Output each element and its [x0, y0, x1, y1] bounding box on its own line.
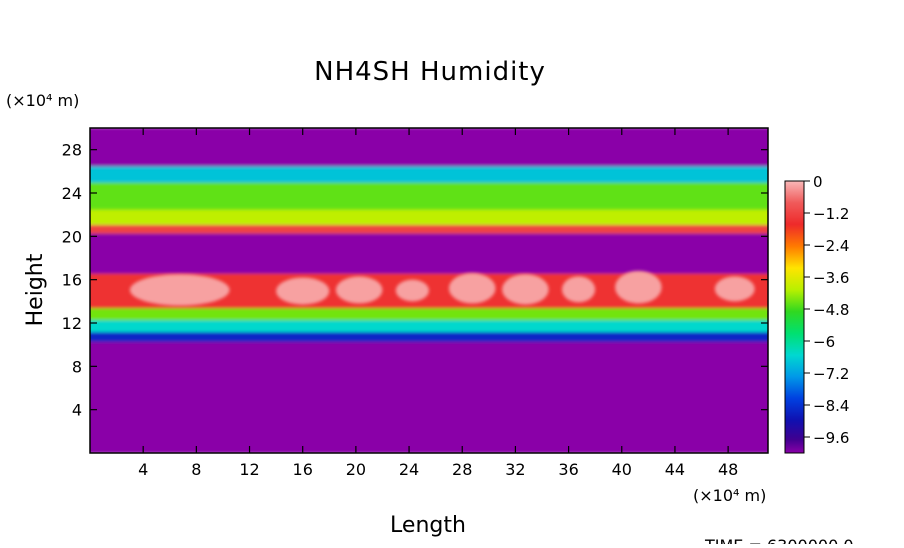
x-tick-label: 8 — [191, 460, 201, 479]
cloud-cell — [276, 277, 330, 305]
colorbar-tick-label: −9.6 — [813, 429, 849, 447]
colorbar — [784, 180, 805, 454]
time-footer: TIME = 6300000.0 — [704, 536, 854, 544]
field-band — [90, 223, 768, 234]
x-axis-label: Length — [390, 513, 466, 538]
colorbar-tick-label: −7.2 — [813, 365, 849, 383]
colorbar-tick-label: −1.2 — [813, 205, 849, 223]
cloud-cell — [561, 276, 596, 303]
x-tick-label: 36 — [558, 460, 578, 479]
x-tick-label: 44 — [665, 460, 685, 479]
x-tick-label: 16 — [293, 460, 313, 479]
field-band — [90, 181, 768, 210]
y-axis: 4 8 12 16 20 24 28 — [62, 141, 768, 420]
colorbar-ticks: 0 −1.2 −2.4 −3.6 −4.8 −6 −7.2 −8.4 −9.6 — [804, 173, 849, 447]
field-band — [90, 208, 768, 225]
y-unit-label: (×10⁴ m) — [6, 91, 79, 110]
cloud-cell — [615, 271, 662, 304]
field-band — [90, 307, 768, 321]
x-tick-label: 28 — [452, 460, 472, 479]
field-band — [90, 232, 768, 274]
y-tick-label: 16 — [62, 271, 82, 290]
cloud-cell — [502, 274, 549, 305]
y-tick-label: 28 — [62, 141, 82, 160]
cloud-cell — [129, 274, 230, 306]
y-tick-label: 20 — [62, 227, 82, 246]
x-tick-label: 4 — [138, 460, 148, 479]
colorbar-tick-label: −8.4 — [813, 397, 849, 415]
x-tick-label: 40 — [612, 460, 632, 479]
colorbar-tick-label: −6 — [813, 333, 835, 351]
colorbar-tick-label: −4.8 — [813, 301, 849, 319]
y-axis-label: Height — [23, 253, 48, 326]
x-tick-label: 48 — [718, 460, 738, 479]
colorbar-tick-label: −3.6 — [813, 269, 849, 287]
colorbar-tick-label: 0 — [813, 173, 823, 191]
cloud-cells — [129, 271, 755, 306]
plot-area — [90, 128, 768, 453]
field-band — [90, 331, 768, 342]
cloud-cell — [335, 276, 383, 304]
y-tick-label: 8 — [72, 357, 82, 376]
cloud-cell — [448, 273, 496, 304]
field-band — [90, 128, 768, 167]
chart-title: NH4SH Humidity — [314, 57, 546, 87]
x-unit-label: (×10⁴ m) — [693, 486, 766, 505]
y-tick-label: 24 — [62, 184, 82, 203]
cloud-cell — [395, 279, 429, 302]
x-tick-label: 12 — [239, 460, 259, 479]
x-tick-label: 32 — [505, 460, 525, 479]
plot-frame — [89, 127, 769, 454]
cloud-cell — [714, 276, 755, 302]
y-tick-label: 12 — [62, 314, 82, 333]
colorbar-tick-label: −2.4 — [813, 237, 849, 255]
x-axis: 4 8 12 16 20 24 28 32 36 40 44 48 — [138, 128, 738, 479]
field-band — [90, 165, 768, 183]
field-band — [90, 340, 768, 453]
field-layers — [90, 128, 768, 453]
y-tick-label: 4 — [72, 401, 82, 420]
x-tick-label: 20 — [346, 460, 366, 479]
field-band — [90, 319, 768, 333]
x-tick-label: 24 — [399, 460, 419, 479]
